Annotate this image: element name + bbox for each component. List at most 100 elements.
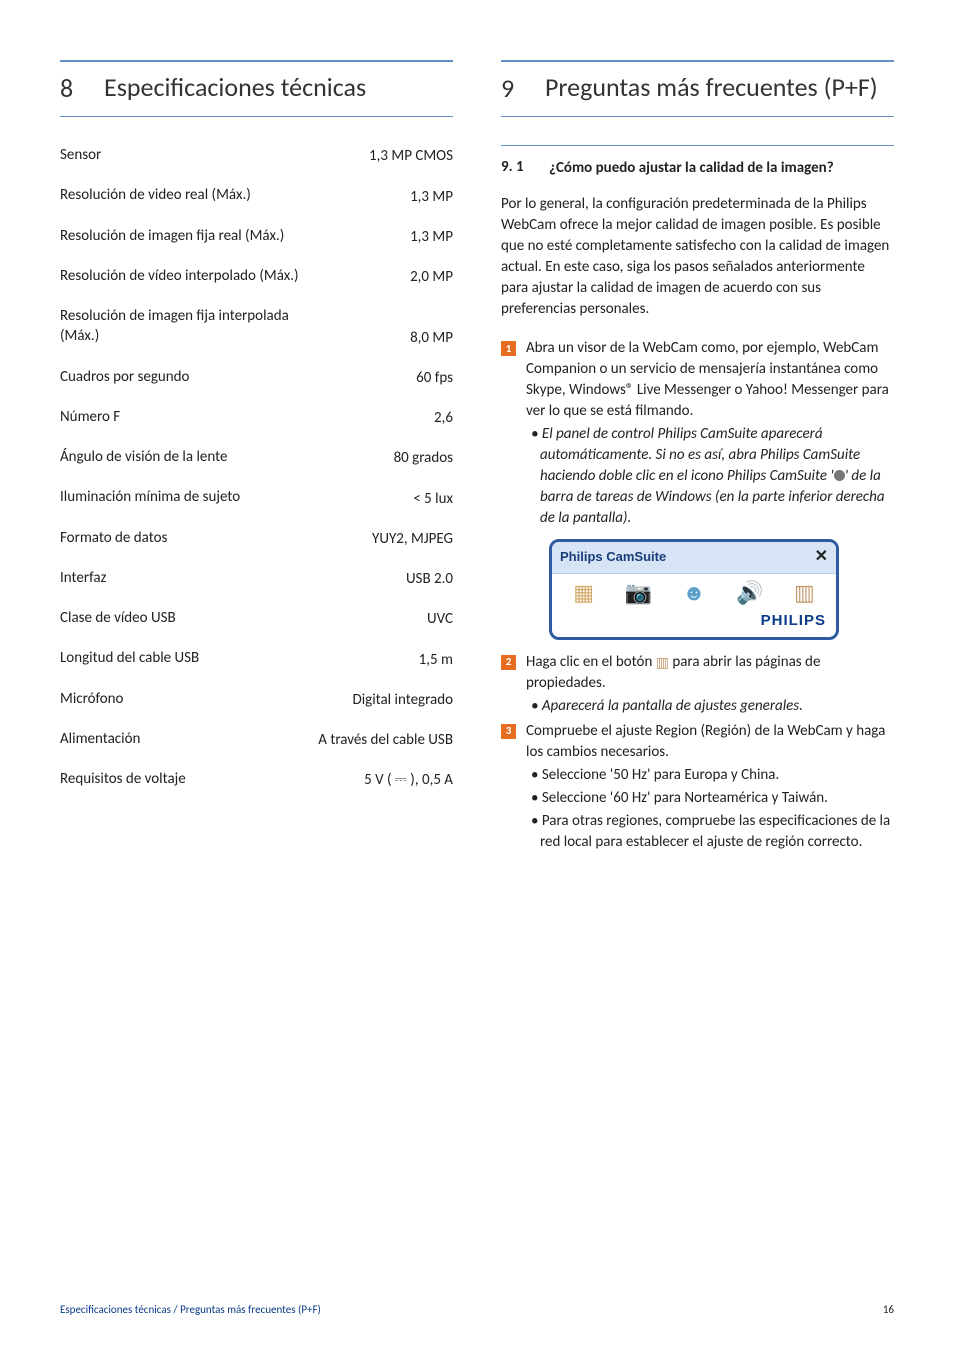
rule-bottom-left — [60, 116, 453, 117]
step-1-sub: El panel de control Philips CamSuite apa… — [526, 424, 894, 529]
footer-page: 16 — [883, 1303, 894, 1316]
spec-row: Cuadros por segundo 60 fps — [60, 367, 453, 387]
step-1-body: Abra un visor de la WebCam como, por eje… — [526, 338, 894, 529]
spec-label: Requisitos de voltaje — [60, 769, 186, 789]
faq-number: 9. 1 — [501, 158, 533, 178]
spec-label: Micrófono — [60, 689, 123, 709]
spec-value: 1,3 MP CMOS — [369, 147, 453, 165]
spec-row: Requisitos de voltaje 5 V ( ⎓ ), 0,5 A — [60, 769, 453, 789]
spec-label: Sensor — [60, 145, 101, 165]
spec-value: 1,5 m — [419, 651, 453, 669]
grid-icon[interactable]: ▦ — [573, 582, 594, 604]
spec-label: Formato de datos — [60, 528, 167, 548]
spec-row: Formato de datos YUY2, MJPEG — [60, 528, 453, 548]
step-3-b3: Para otras regiones, compruebe las espec… — [526, 811, 894, 853]
spec-label: Iluminación mínima de sujeto — [60, 487, 240, 507]
spec-row: Resolución de imagen fija interpolada (M… — [60, 306, 453, 347]
settings-icon[interactable]: ▥ — [794, 582, 815, 604]
spec-row: Clase de vídeo USB UVC — [60, 608, 453, 628]
spec-value: 2,6 — [434, 409, 453, 427]
spec-value: < 5 lux — [413, 490, 453, 508]
spec-row: Sensor 1,3 MP CMOS — [60, 145, 453, 165]
footer-path: Especificaciones técnicas / Preguntas má… — [60, 1303, 321, 1316]
step-badge-2: 2 — [501, 655, 516, 670]
spec-value: Digital integrado — [352, 691, 453, 709]
faq-rule — [501, 145, 894, 146]
spec-table: Sensor 1,3 MP CMOS Resolución de video rea… — [60, 145, 453, 789]
rule-bottom-right — [501, 116, 894, 117]
spec-value: 2,0 MP — [410, 268, 453, 286]
spec-row: Longitud del cable USB 1,5 m — [60, 648, 453, 668]
step-3: 3 Compruebe el ajuste Region (Región) de… — [501, 721, 894, 853]
step-2-body: Haga clic en el botón ▥ para abrir las p… — [526, 652, 894, 717]
spec-row: Iluminación mínima de sujeto < 5 lux — [60, 487, 453, 507]
step-badge-3: 3 — [501, 724, 516, 739]
spec-value: 60 fps — [416, 369, 453, 387]
step-2: 2 Haga clic en el botón ▥ para abrir las… — [501, 652, 894, 717]
spec-value: USB 2.0 — [406, 570, 453, 588]
spec-row: Número F 2,6 — [60, 407, 453, 427]
faq-intro: Por lo general, la configuración predete… — [501, 194, 894, 320]
col-left: 8 Especificaciones técnicas Sensor 1,3 MP… — [60, 60, 453, 857]
step-3-b1: Seleccione '50 Hz' para Europa y China. — [526, 765, 894, 786]
philips-wordmark: PHILIPS — [761, 612, 826, 629]
step-1: 1 Abra un visor de la WebCam como, por e… — [501, 338, 894, 529]
step-3-body: Compruebe el ajuste Region (Región) de l… — [526, 721, 894, 853]
spec-row: Interfaz USB 2.0 — [60, 568, 453, 588]
spec-label: Cuadros por segundo — [60, 367, 189, 387]
spec-row: Resolución de video real (Máx.) 1,3 MP — [60, 185, 453, 205]
spec-row: Alimentación A través del cable USB — [60, 729, 453, 749]
step-1-text: Abra un visor de la WebCam como, por eje… — [526, 339, 889, 420]
camsuite-toolbar: ▦ 📷 ☻ 🔊 ▥ — [552, 574, 836, 608]
audio-icon[interactable]: 🔊 — [736, 582, 763, 604]
spec-label: Resolución de imagen fija interpolada (M… — [60, 306, 310, 347]
step-1-sub-pre: El panel de control Philips CamSuite apa… — [540, 425, 860, 485]
spec-label: Número F — [60, 407, 120, 427]
section-head-8: 8 Especificaciones técnicas — [60, 68, 453, 110]
spec-label: Resolución de imagen fija real (Máx.) — [60, 226, 284, 246]
step-badge-1: 1 — [501, 341, 516, 356]
rule-top-left — [60, 60, 453, 62]
spec-row: Micrófono Digital integrado — [60, 689, 453, 709]
spec-row: Resolución de vídeo interpolado (Máx.) 2,… — [60, 266, 453, 286]
faq-question: ¿Cómo puedo ajustar la calidad de la ima… — [549, 158, 834, 178]
spec-label: Resolución de vídeo interpolado (Máx.) — [60, 266, 299, 286]
section-number-8: 8 — [60, 72, 80, 104]
spec-value: 5 V ( ⎓ ), 0,5 A — [364, 771, 453, 789]
spec-label: Longitud del cable USB — [60, 648, 199, 668]
section-title-9: Preguntas más frecuentes (P+F) — [545, 72, 878, 103]
spec-value: 1,3 MP — [410, 228, 453, 246]
camsuite-panel: Philips CamSuite ✕ ▦ 📷 ☻ 🔊 ▥ PHILIPS — [549, 539, 839, 639]
col-right: 9 Preguntas más frecuentes (P+F) 9. 1 ¿C… — [501, 60, 894, 857]
faq-heading: 9. 1 ¿Cómo puedo ajustar la calidad de l… — [501, 158, 894, 178]
close-icon[interactable]: ✕ — [815, 546, 828, 568]
spec-row: Ángulo de visión de la lente 80 grados — [60, 447, 453, 467]
spec-row: Resolución de imagen fija real (Máx.) 1,3… — [60, 226, 453, 246]
spec-label: Alimentación — [60, 729, 140, 749]
properties-button-icon: ▥ — [656, 653, 669, 673]
spec-label: Ángulo de visión de la lente — [60, 447, 227, 467]
spec-value: 8,0 MP — [410, 329, 453, 347]
page-footer: Especificaciones técnicas / Preguntas má… — [60, 1303, 894, 1316]
spec-label: Interfaz — [60, 568, 106, 588]
step-2-sub: Aparecerá la pantalla de ajustes general… — [526, 696, 894, 717]
face-icon[interactable]: ☻ — [682, 582, 705, 604]
spec-value: 80 grados — [394, 449, 453, 467]
spec-label: Resolución de video real (Máx.) — [60, 185, 251, 205]
spec-value: YUY2, MJPEG — [372, 530, 453, 548]
section-head-9: 9 Preguntas más frecuentes (P+F) — [501, 68, 894, 110]
webcam-icon[interactable]: 📷 — [625, 582, 652, 604]
step-2-pre: Haga clic en el botón — [526, 653, 656, 671]
spec-label: Clase de vídeo USB — [60, 608, 176, 628]
section-number-9: 9 — [501, 72, 521, 104]
section-title-8: Especificaciones técnicas — [104, 72, 366, 103]
step-3-text: Compruebe el ajuste Region (Región) de l… — [526, 722, 885, 761]
camsuite-titlebar: Philips CamSuite ✕ — [552, 542, 836, 573]
spec-value: UVC — [427, 610, 453, 628]
camsuite-brand: PHILIPS — [552, 608, 836, 637]
rule-top-right — [501, 60, 894, 62]
step-3-b2: Seleccione '60 Hz' para Norteamérica y T… — [526, 788, 894, 809]
spec-value: 1,3 MP — [410, 188, 453, 206]
steps: 1 Abra un visor de la WebCam como, por e… — [501, 338, 894, 852]
spec-value: A través del cable USB — [318, 731, 453, 749]
